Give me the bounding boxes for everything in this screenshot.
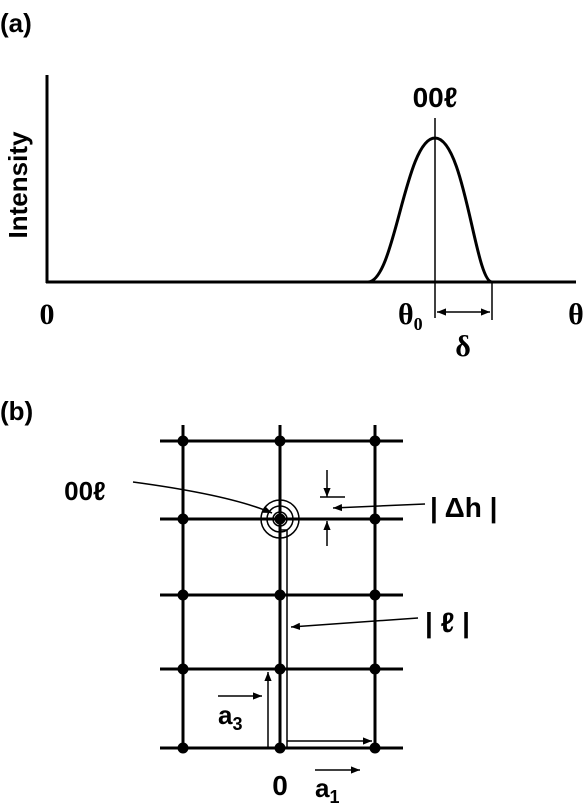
origin-label: 0 [40, 298, 55, 331]
panel-b: (b) 00ℓ | Δh | | ℓ | 0 a3 a1 [0, 396, 497, 806]
subscript: 1 [329, 787, 339, 806]
panel-a: (a) Intensity 00ℓ 0 θ0 θ δ [0, 8, 584, 363]
axis-label: Intensity [3, 131, 33, 238]
lattice-point [274, 589, 286, 601]
lattice-point [177, 435, 189, 447]
panel-label: (a) [0, 8, 32, 38]
theta-label: θ [568, 298, 584, 331]
lattice-point [177, 513, 189, 525]
symbol: a [315, 773, 330, 803]
lattice-point [369, 435, 381, 447]
pointer [290, 617, 419, 630]
l-label: | ℓ | [425, 607, 470, 638]
lattice-point [177, 742, 189, 754]
lattice-point [274, 435, 286, 447]
lattice [160, 425, 403, 754]
lattice-point [369, 589, 381, 601]
symbol: a [218, 700, 233, 730]
a1-label: a1 [315, 773, 339, 806]
peak-label: 00ℓ [413, 82, 458, 113]
subscript: 3 [232, 714, 242, 734]
pointer [332, 503, 426, 512]
subscript: 0 [414, 314, 423, 334]
ring [260, 499, 300, 539]
dh-label: | Δh | [430, 492, 497, 523]
lattice-point [369, 513, 381, 525]
lattice-point [369, 742, 381, 754]
panel-label: (b) [0, 396, 33, 426]
ring [272, 511, 288, 527]
a3-label: a3 [218, 700, 242, 734]
pointer [132, 481, 273, 514]
theta0-label: θ0 [398, 298, 423, 334]
peak [367, 136, 493, 284]
lattice-point [177, 663, 189, 675]
lattice-point [274, 742, 286, 754]
lattice-point [274, 663, 286, 675]
lattice-point [369, 663, 381, 675]
lattice-point [177, 589, 189, 601]
reflection-label: 00ℓ [64, 476, 106, 506]
symbol: θ [398, 298, 414, 331]
origin-label: 0 [272, 770, 288, 801]
ring [266, 505, 294, 533]
delta-label: δ [455, 330, 471, 363]
lattice-point [274, 513, 286, 525]
